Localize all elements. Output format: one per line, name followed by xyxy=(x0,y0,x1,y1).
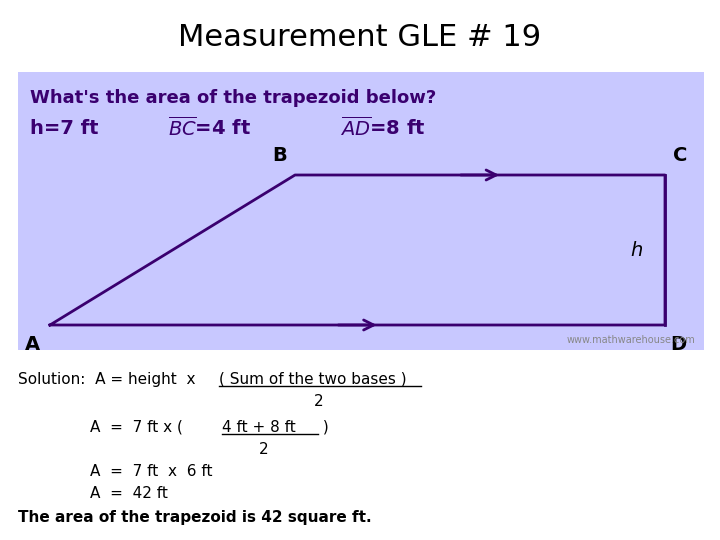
Text: C: C xyxy=(673,146,688,165)
Text: 2: 2 xyxy=(314,394,324,409)
FancyBboxPatch shape xyxy=(18,72,704,350)
Text: ): ) xyxy=(318,420,329,435)
Text: h=7 ft: h=7 ft xyxy=(30,118,99,138)
Text: Measurement GLE # 19: Measurement GLE # 19 xyxy=(179,24,541,52)
Text: $\overline{AD}$=8 ft: $\overline{AD}$=8 ft xyxy=(340,116,426,140)
Text: $\overline{BC}$=4 ft: $\overline{BC}$=4 ft xyxy=(168,116,251,140)
Text: www.mathwarehouse.com: www.mathwarehouse.com xyxy=(566,335,695,345)
Text: The area of the trapezoid is 42 square ft.: The area of the trapezoid is 42 square f… xyxy=(18,510,372,525)
Text: 4 ft + 8 ft: 4 ft + 8 ft xyxy=(222,420,296,435)
Text: A  =  7 ft  x  6 ft: A = 7 ft x 6 ft xyxy=(90,464,212,479)
Text: h: h xyxy=(631,240,643,260)
Text: A  =  7 ft x (: A = 7 ft x ( xyxy=(90,420,188,435)
Text: D: D xyxy=(670,335,686,354)
Text: What's the area of the trapezoid below?: What's the area of the trapezoid below? xyxy=(30,89,436,107)
Text: 2: 2 xyxy=(259,442,269,457)
Text: B: B xyxy=(272,146,287,165)
Text: Solution:  A = height  x: Solution: A = height x xyxy=(18,372,205,387)
Text: A: A xyxy=(25,335,40,354)
Text: ( Sum of the two bases ): ( Sum of the two bases ) xyxy=(219,372,407,387)
Text: A  =  42 ft: A = 42 ft xyxy=(90,486,168,501)
